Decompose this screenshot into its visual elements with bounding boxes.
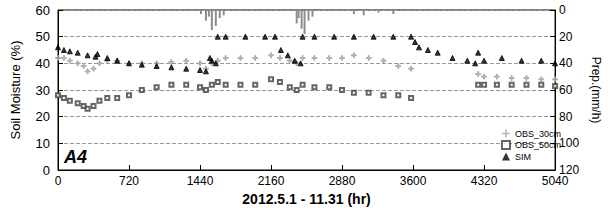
svg-text:720: 720 (119, 174, 139, 188)
svg-text:OBS_30cm: OBS_30cm (515, 129, 561, 139)
svg-text:60: 60 (36, 3, 50, 18)
svg-text:4320: 4320 (471, 174, 498, 188)
svg-text:Prep.(mm/h): Prep.(mm/h) (589, 57, 603, 124)
svg-text:2880: 2880 (329, 174, 356, 188)
svg-text:50: 50 (36, 29, 50, 44)
svg-text:30: 30 (36, 83, 50, 98)
svg-text:5040: 5040 (542, 174, 569, 188)
svg-text:100: 100 (559, 136, 579, 150)
svg-text:0: 0 (55, 174, 62, 188)
svg-text:0: 0 (559, 3, 566, 17)
svg-text:20: 20 (559, 30, 573, 44)
svg-text:40: 40 (36, 56, 50, 71)
svg-text:120: 120 (559, 163, 580, 177)
svg-text:1440: 1440 (187, 174, 214, 188)
svg-text:0: 0 (43, 163, 50, 178)
svg-text:20: 20 (36, 109, 50, 124)
svg-text:60: 60 (559, 83, 573, 97)
svg-text:80: 80 (559, 110, 573, 124)
svg-text:Soil Moisture (%): Soil Moisture (%) (8, 41, 23, 140)
svg-text:OBS_50cm: OBS_50cm (515, 140, 561, 150)
svg-text:10: 10 (36, 136, 50, 151)
svg-text:SIM: SIM (515, 152, 531, 162)
svg-text:3600: 3600 (400, 174, 427, 188)
svg-text:A4: A4 (63, 147, 87, 167)
svg-text:40: 40 (559, 56, 573, 70)
svg-text:2012.5.1 - 11.31 (hr): 2012.5.1 - 11.31 (hr) (242, 191, 370, 207)
svg-text:2160: 2160 (258, 174, 285, 188)
